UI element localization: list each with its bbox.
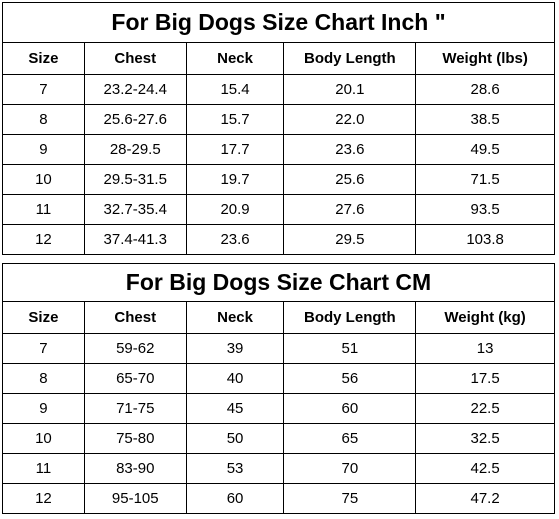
- cell-size: 9: [2, 134, 85, 165]
- cell-body-length: 27.6: [283, 194, 417, 225]
- cell-chest: 29.5-31.5: [83, 164, 187, 195]
- cell-size: 11: [2, 453, 85, 484]
- header-body-length: Body Length: [283, 301, 417, 334]
- cell-neck: 17.7: [185, 134, 285, 165]
- cell-body-length: 29.5: [283, 224, 417, 255]
- table-row: 7 23.2-24.4 15.4 20.1 28.6: [2, 74, 555, 105]
- table-row: 8 65-70 40 56 17.5: [2, 363, 555, 394]
- chart-title: For Big Dogs Size Chart Inch ": [2, 2, 555, 43]
- header-weight: Weight (lbs): [415, 42, 555, 75]
- cell-neck: 60: [185, 483, 285, 514]
- size-chart-cm: For Big Dogs Size Chart CM Size Chest Ne…: [2, 263, 555, 514]
- cell-weight: 13: [415, 333, 555, 364]
- cell-weight: 28.6: [415, 74, 555, 105]
- cell-weight: 38.5: [415, 104, 555, 135]
- cell-neck: 23.6: [185, 224, 285, 255]
- cell-neck: 45: [185, 393, 285, 424]
- cell-body-length: 23.6: [283, 134, 417, 165]
- cell-chest: 83-90: [83, 453, 187, 484]
- table-row: 12 37.4-41.3 23.6 29.5 103.8: [2, 224, 555, 255]
- cell-chest: 95-105: [83, 483, 187, 514]
- cell-body-length: 75: [283, 483, 417, 514]
- cell-weight: 22.5: [415, 393, 555, 424]
- header-neck: Neck: [185, 42, 285, 75]
- header-neck: Neck: [185, 301, 285, 334]
- header-chest: Chest: [83, 42, 187, 75]
- cell-weight: 17.5: [415, 363, 555, 394]
- cell-chest: 59-62: [83, 333, 187, 364]
- cell-size: 12: [2, 224, 85, 255]
- cell-body-length: 56: [283, 363, 417, 394]
- table-row: 11 83-90 53 70 42.5: [2, 453, 555, 484]
- cell-chest: 75-80: [83, 423, 187, 454]
- cell-size: 7: [2, 74, 85, 105]
- cell-chest: 23.2-24.4: [83, 74, 187, 105]
- chart-title: For Big Dogs Size Chart CM: [2, 263, 555, 302]
- cell-weight: 93.5: [415, 194, 555, 225]
- table-row: 8 25.6-27.6 15.7 22.0 38.5: [2, 104, 555, 135]
- cell-chest: 32.7-35.4: [83, 194, 187, 225]
- cell-size: 12: [2, 483, 85, 514]
- size-chart-inch: For Big Dogs Size Chart Inch " Size Ches…: [2, 2, 555, 255]
- cell-neck: 20.9: [185, 194, 285, 225]
- cell-neck: 19.7: [185, 164, 285, 195]
- cell-body-length: 22.0: [283, 104, 417, 135]
- table-row: 10 75-80 50 65 32.5: [2, 423, 555, 454]
- cell-neck: 15.7: [185, 104, 285, 135]
- cell-chest: 71-75: [83, 393, 187, 424]
- cell-body-length: 65: [283, 423, 417, 454]
- table-row: 7 59-62 39 51 13: [2, 333, 555, 364]
- table-row: 10 29.5-31.5 19.7 25.6 71.5: [2, 164, 555, 195]
- cell-neck: 39: [185, 333, 285, 364]
- cell-neck: 53: [185, 453, 285, 484]
- header-size: Size: [2, 301, 85, 334]
- cell-size: 10: [2, 423, 85, 454]
- cell-weight: 42.5: [415, 453, 555, 484]
- cell-neck: 15.4: [185, 74, 285, 105]
- table-row: 11 32.7-35.4 20.9 27.6 93.5: [2, 194, 555, 225]
- cell-chest: 25.6-27.6: [83, 104, 187, 135]
- cell-chest: 28-29.5: [83, 134, 187, 165]
- cell-body-length: 60: [283, 393, 417, 424]
- cell-body-length: 25.6: [283, 164, 417, 195]
- cell-size: 10: [2, 164, 85, 195]
- cell-weight: 47.2: [415, 483, 555, 514]
- cell-size: 7: [2, 333, 85, 364]
- header-weight: Weight (kg): [415, 301, 555, 334]
- table-row: 12 95-105 60 75 47.2: [2, 483, 555, 514]
- table-row: 9 28-29.5 17.7 23.6 49.5: [2, 134, 555, 165]
- cell-size: 9: [2, 393, 85, 424]
- cell-weight: 71.5: [415, 164, 555, 195]
- cell-chest: 65-70: [83, 363, 187, 394]
- cell-weight: 32.5: [415, 423, 555, 454]
- table-row: 9 71-75 45 60 22.5: [2, 393, 555, 424]
- cell-neck: 40: [185, 363, 285, 394]
- cell-body-length: 51: [283, 333, 417, 364]
- header-size: Size: [2, 42, 85, 75]
- cell-body-length: 70: [283, 453, 417, 484]
- cell-weight: 103.8: [415, 224, 555, 255]
- cell-size: 8: [2, 104, 85, 135]
- header-chest: Chest: [83, 301, 187, 334]
- header-body-length: Body Length: [283, 42, 417, 75]
- cell-size: 8: [2, 363, 85, 394]
- cell-size: 11: [2, 194, 85, 225]
- cell-weight: 49.5: [415, 134, 555, 165]
- cell-body-length: 20.1: [283, 74, 417, 105]
- cell-chest: 37.4-41.3: [83, 224, 187, 255]
- cell-neck: 50: [185, 423, 285, 454]
